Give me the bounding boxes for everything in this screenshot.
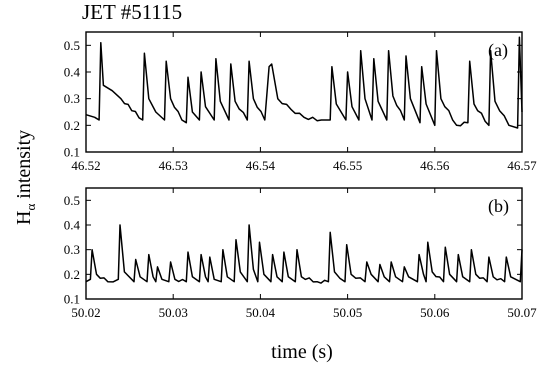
panel-a-frame <box>85 31 523 153</box>
y-axis-label: Hα intensity <box>13 130 38 225</box>
panel-b-frame <box>85 187 523 300</box>
x-tick-label: 50.02 <box>71 305 100 320</box>
y-tick-label: 0.5 <box>64 193 80 208</box>
y-tick-label: 0.3 <box>64 91 80 106</box>
x-tick-label: 50.04 <box>246 305 276 320</box>
x-tick-label: 46.56 <box>420 158 450 173</box>
x-tick-label: 50.07 <box>507 305 537 320</box>
y-axis-label-subscript: α <box>23 204 38 211</box>
x-tick-label: 50.03 <box>159 305 188 320</box>
panel-b-label: (b) <box>488 196 509 217</box>
y-tick-label: 0.2 <box>64 118 80 133</box>
panel-a-label: (a) <box>488 40 508 61</box>
panel-a: 46.52 46.53 46.54 46.55 46.56 46.57 0.1 0.2 0.3 0… <box>64 31 537 173</box>
panel-a-ticks: 46.52 46.53 46.54 46.55 46.56 46.57 0.1 0.2 0.3 0… <box>64 32 537 173</box>
x-tick-label: 46.55 <box>333 158 362 173</box>
y-tick-label: 0.5 <box>64 38 80 53</box>
y-tick-label: 0.4 <box>64 218 81 233</box>
y-tick-label: 0.1 <box>64 292 80 307</box>
panel-b-trace <box>85 224 523 284</box>
chart-title: JET #51115 <box>82 0 182 24</box>
panel-a-trace <box>85 36 523 129</box>
x-axis-label: time (s) <box>271 341 333 363</box>
y-tick-label: 0.2 <box>64 267 80 282</box>
y-tick-label: 0.1 <box>64 145 80 160</box>
x-tick-label: 46.54 <box>246 158 276 173</box>
panel-b-ticks: 50.02 50.03 50.04 50.05 50.06 50.07 0.1 0.2 0.3 0… <box>64 188 537 320</box>
x-tick-label: 50.06 <box>420 305 450 320</box>
x-tick-label: 46.53 <box>159 158 188 173</box>
x-tick-label: 46.52 <box>71 158 100 173</box>
x-tick-label: 46.57 <box>507 158 537 173</box>
y-tick-label: 0.4 <box>64 65 81 80</box>
y-tick-label: 0.3 <box>64 242 80 257</box>
x-tick-label: 50.05 <box>333 305 362 320</box>
panel-b: 50.02 50.03 50.04 50.05 50.06 50.07 0.1 0.2 0.3 0… <box>64 187 537 320</box>
